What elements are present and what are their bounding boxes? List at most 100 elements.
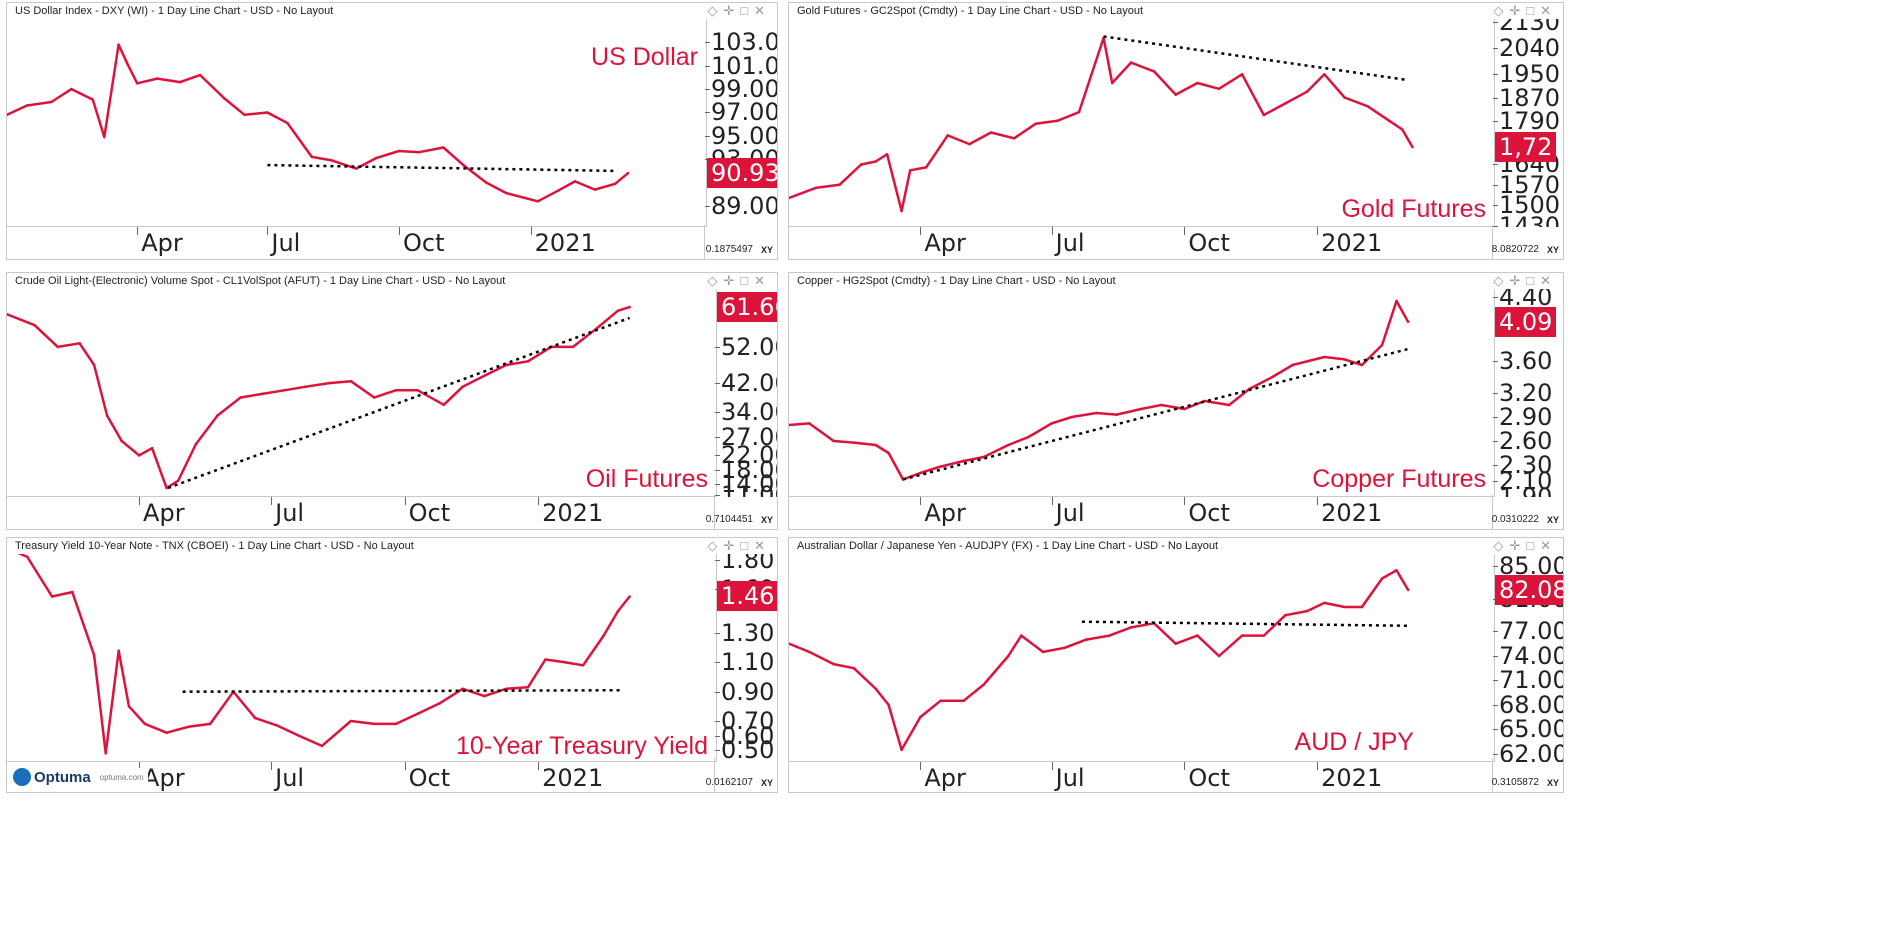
data-point [1388, 119, 1391, 123]
x-axis[interactable]: Apr Jul Oct 2021 [789, 497, 1495, 531]
data-point [526, 360, 530, 363]
x-axis[interactable]: Apr Jul Oct 2021 [789, 227, 1495, 261]
data-point [1262, 113, 1266, 117]
pin-icon[interactable]: ✛ [723, 273, 741, 288]
y-tick-label: 34.00 [715, 398, 777, 426]
pin-icon[interactable]: ✛ [1509, 538, 1527, 553]
y-axis[interactable]: 4.40 3.60 3.20 2.90 2.60 2.30 2.10 1.90 4.09 [1493, 289, 1563, 497]
last-value-badge: 90.93 [707, 158, 777, 189]
data-point [176, 479, 180, 482]
data-point [1380, 343, 1384, 347]
x-tick-label: Oct [1184, 227, 1230, 257]
xy-toggle[interactable]: XY [1546, 515, 1559, 525]
pin-icon[interactable]: ✛ [1509, 273, 1527, 288]
y-axis[interactable]: 2130 2040 1950 1870 1790 1640 1570 1500 1430 1,72 [1493, 19, 1563, 227]
plot-area[interactable]: Gold Futures [789, 19, 1495, 227]
xy-toggle[interactable]: XY [760, 245, 773, 255]
y-tick-label: 95.00 [705, 122, 777, 150]
chart-svg [789, 35, 1414, 213]
diamond-icon[interactable]: ◇ [707, 538, 724, 553]
maximize-icon[interactable]: □ [740, 538, 755, 553]
panel-controls: ◇✛□✕ [707, 273, 771, 289]
close-icon[interactable]: ✕ [1540, 3, 1557, 18]
xy-toggle[interactable]: XY [1546, 778, 1559, 788]
y-axis[interactable]: 85.0081.0077.0074.0071.0068.0065.0062.00… [1493, 554, 1563, 762]
trendline[interactable] [267, 163, 616, 173]
close-icon[interactable]: ✕ [1540, 538, 1557, 553]
pin-icon[interactable]: ✛ [723, 538, 741, 553]
data-point [374, 156, 378, 160]
data-point [544, 658, 547, 661]
plot-area[interactable]: Oil Futures [7, 289, 717, 497]
maximize-icon[interactable]: □ [1526, 3, 1541, 18]
diamond-icon[interactable]: ◇ [1493, 538, 1510, 553]
data-point [1291, 363, 1294, 367]
data-point [593, 188, 597, 191]
xy-toggle[interactable]: XY [1546, 245, 1559, 255]
plot-area[interactable]: Copper Futures [789, 289, 1495, 497]
series-line[interactable] [789, 569, 1410, 752]
x-axis[interactable]: Apr Jul Oct 2021 [7, 762, 717, 796]
y-tick-label: 0.70 [715, 706, 775, 735]
series-line[interactable] [7, 554, 631, 755]
trendline[interactable] [1103, 35, 1409, 82]
data-point [397, 149, 401, 153]
data-point [150, 446, 154, 450]
close-icon[interactable]: ✕ [754, 3, 771, 18]
data-point [939, 699, 942, 703]
x-axis[interactable]: Apr Jul Oct 2021 [7, 497, 717, 531]
trendline[interactable] [167, 316, 631, 490]
x-axis[interactable]: Apr Jul Oct 2021 [789, 762, 1495, 796]
data-point [1366, 105, 1369, 108]
x-axis[interactable]: Apr Jul Oct 2021 [7, 227, 707, 261]
close-icon[interactable]: ✕ [1540, 273, 1557, 288]
data-point [602, 634, 605, 638]
maximize-icon[interactable]: □ [740, 3, 755, 18]
data-point [1401, 128, 1404, 131]
xy-toggle[interactable]: XY [760, 778, 773, 788]
chart-panel-treasury-yield: Treasury Yield 10-Year Note - TNX (CBOEI… [6, 537, 778, 793]
x-tick-label: 2021 [1317, 497, 1383, 527]
data-point [628, 305, 631, 309]
maximize-icon[interactable]: □ [1526, 538, 1541, 553]
data-point [1343, 358, 1346, 361]
data-point [1395, 569, 1398, 572]
y-axis[interactable]: 103.00101.0099.0097.0095.0093.0089.0090.… [705, 19, 777, 227]
close-icon[interactable]: ✕ [754, 538, 771, 553]
x-tick-label: 2021 [538, 497, 604, 527]
x-tick-label: Jul [1051, 497, 1085, 527]
trendline[interactable] [902, 347, 1409, 481]
panel-controls: ◇✛□✕ [707, 3, 771, 19]
y-tick-label: 1.10 [715, 648, 775, 677]
plot-area[interactable]: US Dollar [7, 19, 707, 227]
xy-toggle[interactable]: XY [760, 515, 773, 525]
data-point [372, 396, 376, 399]
data-point [442, 403, 446, 407]
plot-area[interactable]: 10-Year Treasury Yield [7, 554, 717, 762]
diamond-icon[interactable]: ◇ [707, 3, 724, 18]
data-point [394, 389, 398, 392]
y-tick-label: 11.00 [715, 481, 777, 497]
series-line[interactable] [789, 299, 1410, 481]
pin-icon[interactable]: ✛ [1509, 3, 1527, 18]
data-point [573, 180, 577, 183]
trendline[interactable] [182, 688, 623, 693]
diamond-icon[interactable]: ◇ [1493, 273, 1510, 288]
plot-area[interactable]: AUD / JPY [789, 554, 1495, 762]
data-point [616, 609, 620, 613]
data-point [919, 715, 922, 719]
close-icon[interactable]: ✕ [754, 273, 771, 288]
series-line[interactable] [7, 43, 629, 203]
pin-icon[interactable]: ✛ [723, 3, 741, 18]
y-axis[interactable]: 52.00 42.0034.0027.0022.0018.0014.0011.00… [715, 289, 777, 497]
data-point [187, 725, 190, 729]
maximize-icon[interactable]: □ [740, 273, 755, 288]
series-line[interactable] [7, 305, 630, 490]
y-axis[interactable]: 1.801.601.301.100.900.700.600.501.46 [715, 554, 777, 762]
maximize-icon[interactable]: □ [1526, 273, 1541, 288]
data-point [483, 694, 486, 698]
diamond-icon[interactable]: ◇ [1493, 3, 1510, 18]
trendline[interactable] [1081, 620, 1409, 628]
diamond-icon[interactable]: ◇ [707, 273, 724, 288]
series-line[interactable] [789, 36, 1414, 213]
